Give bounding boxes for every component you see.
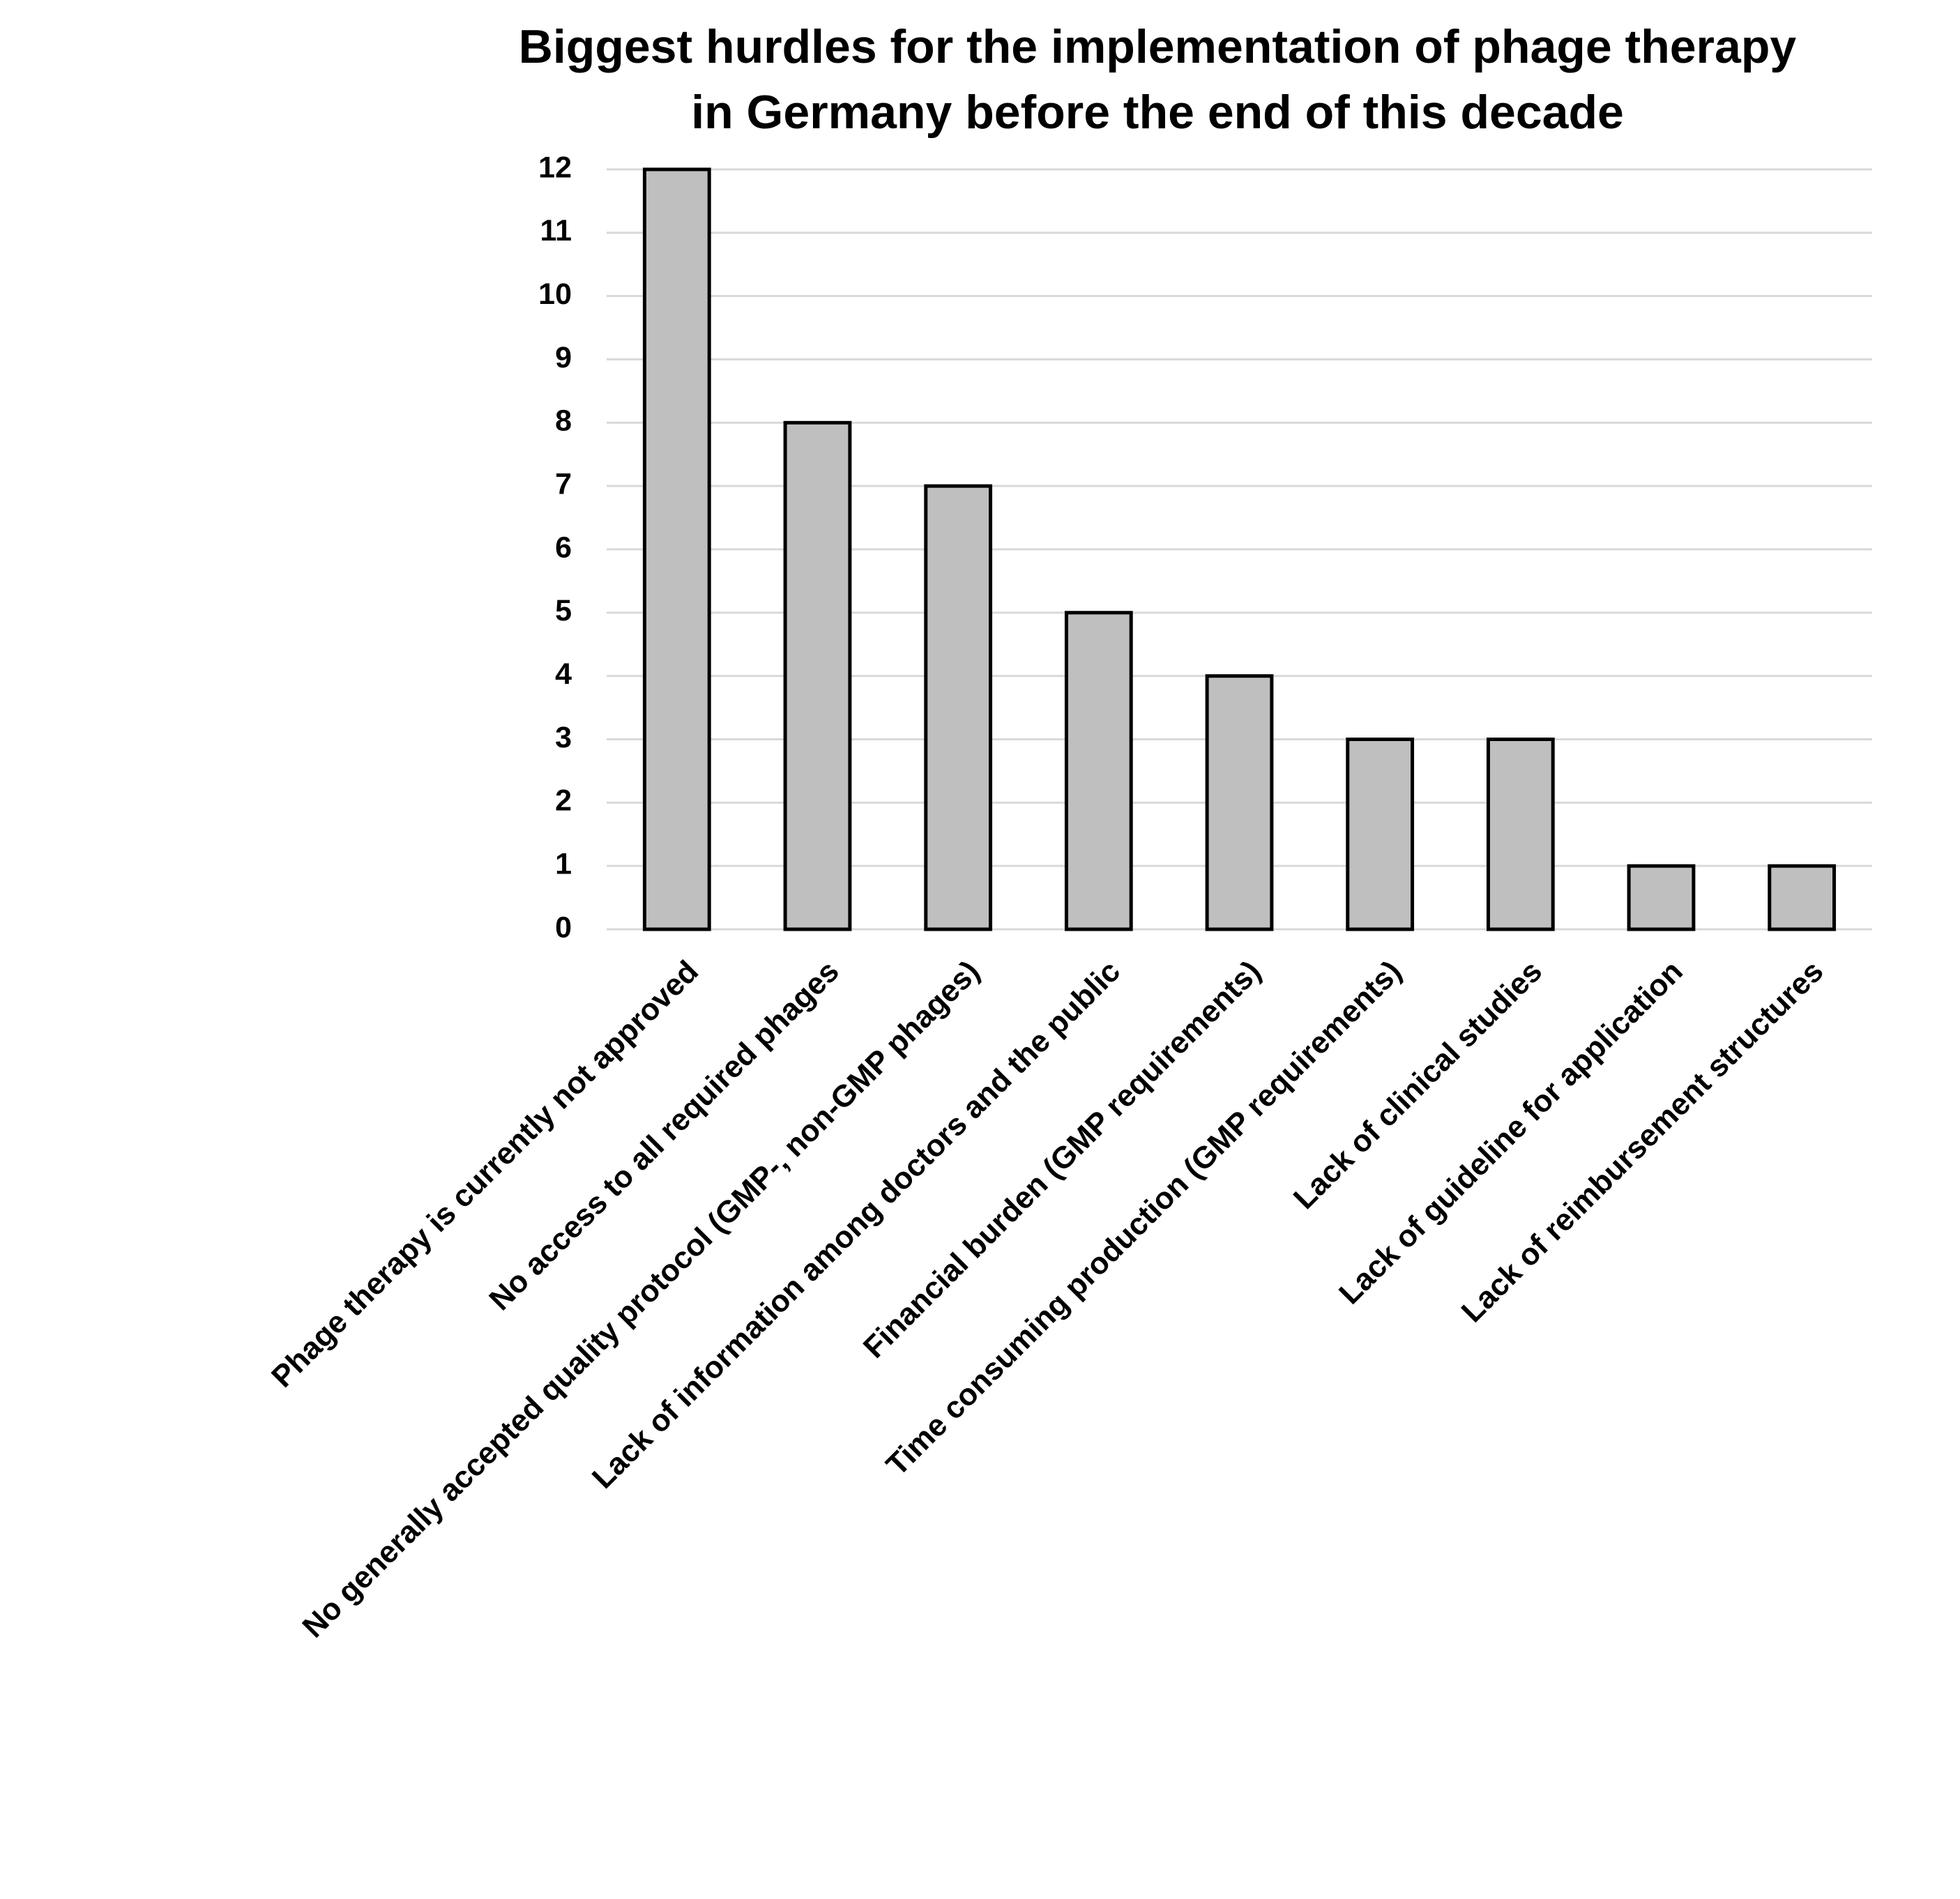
bar [1768,864,1837,931]
y-tick-label: 3 [555,721,572,754]
y-tick-label: 5 [555,594,572,627]
bar [1486,738,1555,931]
y-tick-label: 8 [555,404,572,438]
bar [1346,738,1415,931]
bar [1064,611,1133,931]
y-tick-label: 6 [555,531,572,564]
x-tick-label: No generally accepted quality protocol (… [296,954,986,1645]
bar [1627,864,1696,931]
chart-title: Biggest hurdles for the implementation o… [519,20,1797,73]
bar [924,484,993,931]
y-tick-label: 2 [555,784,572,818]
x-tick-label: Time consuming production (GMP requireme… [880,954,1408,1483]
chart-title: in Germany before the end of this decade [691,86,1624,139]
y-tick-label: 0 [555,910,572,944]
y-tick-label: 7 [555,468,572,501]
bar [783,420,852,931]
y-tick-label: 4 [555,657,572,691]
y-tick-label: 12 [538,151,572,184]
bar [1205,674,1274,931]
y-tick-label: 9 [555,341,572,374]
x-tick-label: Lack of clinical studies [1287,954,1549,1216]
y-tick-label: 10 [538,277,572,311]
y-tick-label: 11 [540,214,572,247]
y-tick-label: 1 [555,848,572,881]
x-tick-label: Lack of information among doctors and th… [586,954,1127,1495]
bar [642,167,711,931]
